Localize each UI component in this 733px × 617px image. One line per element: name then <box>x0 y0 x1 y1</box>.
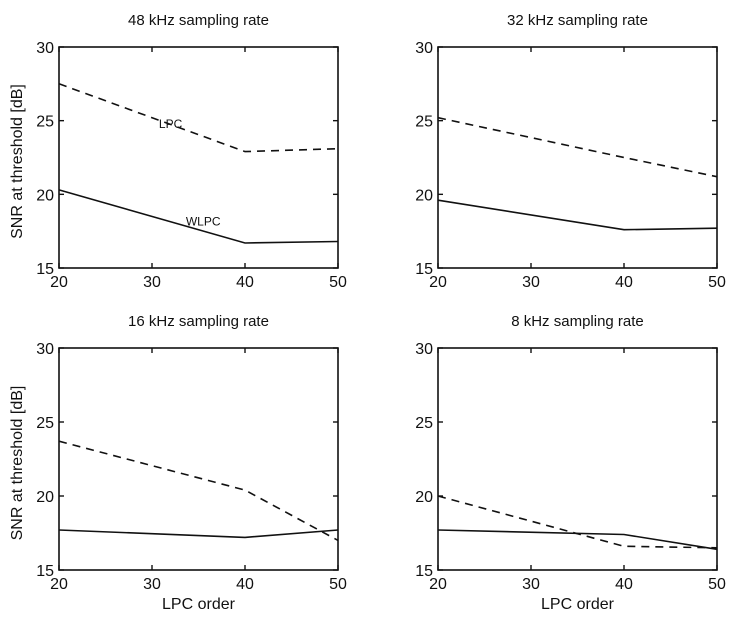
series-line-solid <box>58 529 339 539</box>
y-axis-label: SNR at threshold [dB] <box>9 84 26 239</box>
chart-title: 32 kHz sampling rate <box>507 12 648 29</box>
x-tick-label: 30 <box>143 576 161 593</box>
x-tick-label: 20 <box>50 576 68 593</box>
y-tick-label: 20 <box>36 489 54 506</box>
series-line-solid <box>437 199 718 231</box>
x-tick-label: 50 <box>329 274 347 291</box>
y-tick-label: 25 <box>415 415 433 432</box>
x-tick-label: 20 <box>429 274 447 291</box>
chart-title: 16 kHz sampling rate <box>128 313 269 330</box>
x-axis-label: LPC order <box>162 596 236 613</box>
x-tick-label: 40 <box>236 576 254 593</box>
x-tick-label: 30 <box>522 274 540 291</box>
series-line-solid <box>437 529 718 551</box>
y-tick-label: 30 <box>415 341 433 358</box>
y-tick-label: 25 <box>36 415 54 432</box>
y-tick-label: 25 <box>36 114 54 131</box>
y-tick-label: 15 <box>415 563 433 580</box>
x-tick-label: 50 <box>708 274 726 291</box>
y-tick-label: 30 <box>36 341 54 358</box>
y-tick-label: 25 <box>415 114 433 131</box>
series-line-dashed <box>437 495 718 549</box>
series-line-solid <box>58 189 339 244</box>
plot-frame <box>437 347 718 571</box>
x-tick-label: 50 <box>708 576 726 593</box>
x-tick-label: 30 <box>143 274 161 291</box>
plot-frame <box>58 347 339 571</box>
y-tick-label: 30 <box>36 40 54 57</box>
y-tick-label: 20 <box>415 187 433 204</box>
y-tick-label: 15 <box>415 261 433 278</box>
y-tick-label: 15 <box>36 563 54 580</box>
y-tick-label: 30 <box>415 40 433 57</box>
x-tick-label: 30 <box>522 576 540 593</box>
annotation-label: LPC <box>159 117 183 131</box>
x-axis-label: LPC order <box>541 596 615 613</box>
plot-frame <box>437 46 718 269</box>
x-tick-label: 40 <box>236 274 254 291</box>
annotation-label: WLPC <box>186 214 221 228</box>
y-tick-label: 15 <box>36 261 54 278</box>
chart-title: 48 kHz sampling rate <box>128 12 269 29</box>
chart-title: 8 kHz sampling rate <box>511 313 644 330</box>
x-tick-label: 40 <box>615 576 633 593</box>
x-tick-label: 50 <box>329 576 347 593</box>
series-line-dashed <box>58 83 339 153</box>
plot-frame <box>58 46 339 269</box>
x-tick-label: 20 <box>429 576 447 593</box>
x-tick-label: 40 <box>615 274 633 291</box>
x-tick-label: 20 <box>50 274 68 291</box>
y-tick-label: 20 <box>36 187 54 204</box>
y-tick-label: 20 <box>415 489 433 506</box>
y-axis-label: SNR at threshold [dB] <box>9 386 26 541</box>
series-line-dashed <box>437 116 718 178</box>
